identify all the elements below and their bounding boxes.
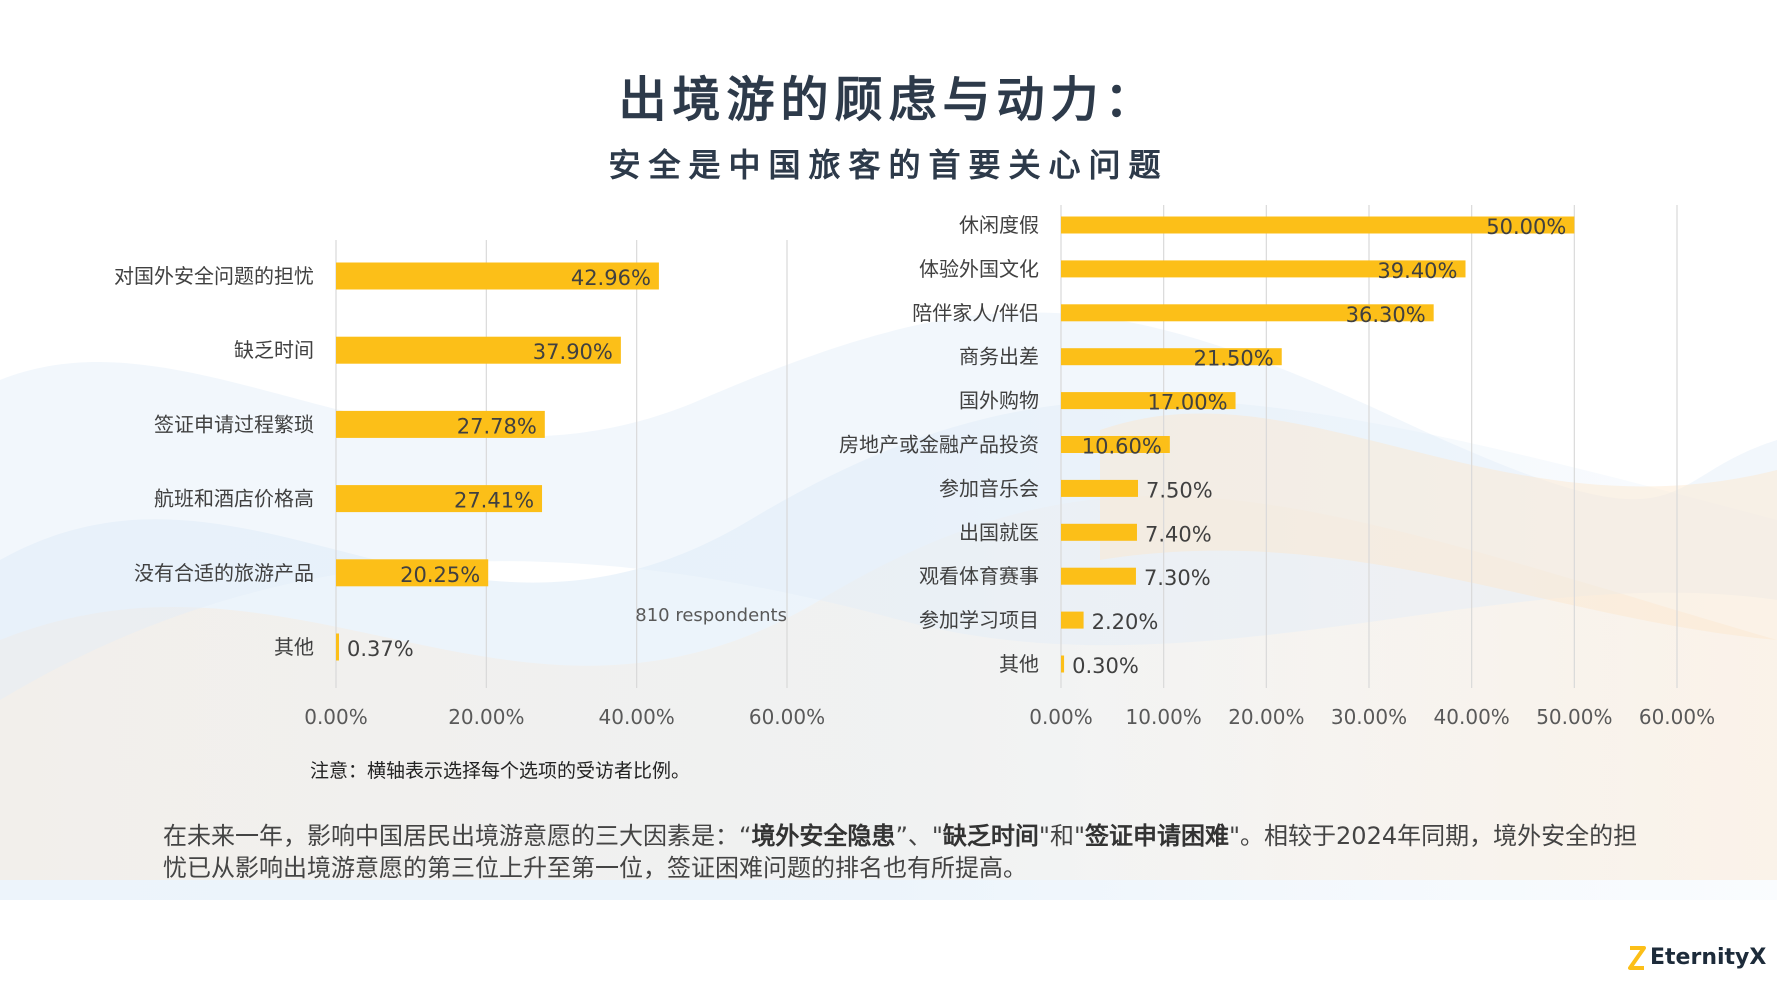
right-chart-data-label: 2.20% — [1092, 610, 1159, 634]
right-chart-bar — [1061, 611, 1084, 629]
right-chart-tick-label: 50.00% — [1536, 705, 1612, 729]
summary-text-3: "和" — [1038, 822, 1085, 850]
left-chart-bar — [336, 262, 659, 290]
right-chart-tick-label: 30.00% — [1331, 705, 1407, 729]
right-chart-bar — [1061, 436, 1170, 453]
left-chart-tick-label: 40.00% — [599, 705, 675, 729]
right-chart-tick-label: 20.00% — [1228, 705, 1304, 729]
right-chart-category-label: 其他 — [999, 652, 1039, 676]
left-chart-annotation: 810 respondents — [635, 605, 787, 626]
right-chart-tick-label: 40.00% — [1434, 705, 1510, 729]
right-chart-data-label: 17.00% — [1147, 391, 1227, 415]
left-chart-category-label: 没有合适的旅游产品 — [134, 561, 314, 585]
right-chart-bar — [1061, 567, 1136, 585]
right-chart-category-label: 房地产或金融产品投资 — [839, 433, 1039, 457]
summary-bold-3: 签证申请困难 — [1085, 822, 1229, 850]
right-chart-data-label: 7.50% — [1146, 478, 1213, 502]
left-chart-tick-label: 60.00% — [749, 705, 825, 729]
right-chart-data-label: 21.50% — [1194, 347, 1274, 371]
right-chart-bar — [1061, 216, 1575, 234]
right-chart-category-label: 国外购物 — [959, 389, 1039, 413]
left-chart-data-label: 0.37% — [347, 637, 414, 661]
right-chart-bar — [1061, 479, 1138, 497]
right-chart-bar — [1061, 392, 1236, 410]
right-chart-data-label: 50.00% — [1486, 215, 1566, 239]
summary-text-4: "。相较于2024年同期，境外安全的担忧已从影响出境游意愿的第三位上升至第一位，… — [163, 822, 1638, 882]
left-chart-tick-label: 20.00% — [448, 705, 524, 729]
right-chart-data-label: 36.30% — [1346, 303, 1426, 327]
right-chart-data-label: 7.30% — [1144, 566, 1211, 590]
right-chart-category-label: 参加音乐会 — [939, 476, 1039, 500]
left-chart-data-label: 42.96% — [571, 266, 651, 290]
right-chart-bar — [1061, 260, 1466, 278]
right-chart-category-label: 休闲度假 — [959, 213, 1039, 237]
left-chart-category-label: 航班和酒店价格高 — [154, 487, 314, 511]
right-chart-data-label: 10.60% — [1082, 435, 1162, 459]
right-chart-tick-label: 0.00% — [1029, 705, 1093, 729]
right-chart-category-label: 参加学习项目 — [919, 608, 1039, 632]
summary-bold-2: 缺乏时间 — [942, 822, 1039, 850]
right-chart-data-label: 39.40% — [1377, 259, 1457, 283]
left-chart-data-label: 20.25% — [400, 563, 480, 587]
summary-text-1: 在未来一年，影响中国居民出境游意愿的三大因素是：“ — [163, 822, 752, 850]
left-chart-tick-label: 0.00% — [304, 705, 368, 729]
logo-text: EternityX — [1650, 945, 1767, 970]
right-chart-bar — [1061, 523, 1137, 541]
right-chart-tick-label: 60.00% — [1639, 705, 1715, 729]
summary-bold-1: 境外安全隐患 — [751, 822, 896, 850]
right-chart-bar — [1061, 655, 1065, 673]
left-chart-data-label: 37.90% — [533, 340, 613, 364]
summary-paragraph: 在未来一年，影响中国居民出境游意愿的三大因素是：“境外安全隐患”、"缺乏时间"和… — [163, 820, 1643, 884]
left-chart-bar — [336, 633, 339, 661]
brand-logo: EternityX — [1628, 945, 1766, 970]
right-chart-category-label: 观看体育赛事 — [919, 564, 1039, 588]
left-chart-bar — [336, 485, 543, 513]
right-chart-category-label: 陪伴家人/伴侣 — [912, 301, 1039, 325]
right-chart-category-label: 商务出差 — [959, 345, 1039, 369]
right-chart-data-label: 0.30% — [1072, 654, 1139, 678]
left-chart-bar — [336, 410, 545, 438]
page-title: 出境游的顾虑与动力： — [618, 72, 1159, 128]
right-chart-tick-label: 10.00% — [1126, 705, 1202, 729]
left-chart-data-label: 27.78% — [457, 414, 537, 438]
left-chart-bar — [336, 559, 489, 587]
right-chart-data-label: 7.40% — [1145, 522, 1212, 546]
eternityx-logo-icon — [1628, 945, 1646, 970]
left-chart-category-label: 缺乏时间 — [234, 338, 314, 362]
right-chart-bar — [1061, 348, 1282, 366]
right-chart-bar — [1061, 304, 1434, 322]
left-chart-category-label: 签证申请过程繁琐 — [154, 412, 314, 436]
summary-text-2: ”、" — [895, 822, 943, 850]
left-chart-bar — [336, 336, 621, 364]
page-subtitle: 安全是中国旅客的首要关心问题 — [608, 146, 1169, 184]
left-chart-category-label: 其他 — [274, 635, 314, 659]
left-chart-category-label: 对国外安全问题的担忧 — [114, 264, 314, 288]
chart-note: 注意：横轴表示选择每个选项的受访者比例。 — [310, 760, 691, 782]
right-chart-category-label: 体验外国文化 — [919, 257, 1039, 281]
right-chart-category-label: 出国就医 — [959, 520, 1039, 544]
left-chart-data-label: 27.41% — [454, 489, 534, 513]
